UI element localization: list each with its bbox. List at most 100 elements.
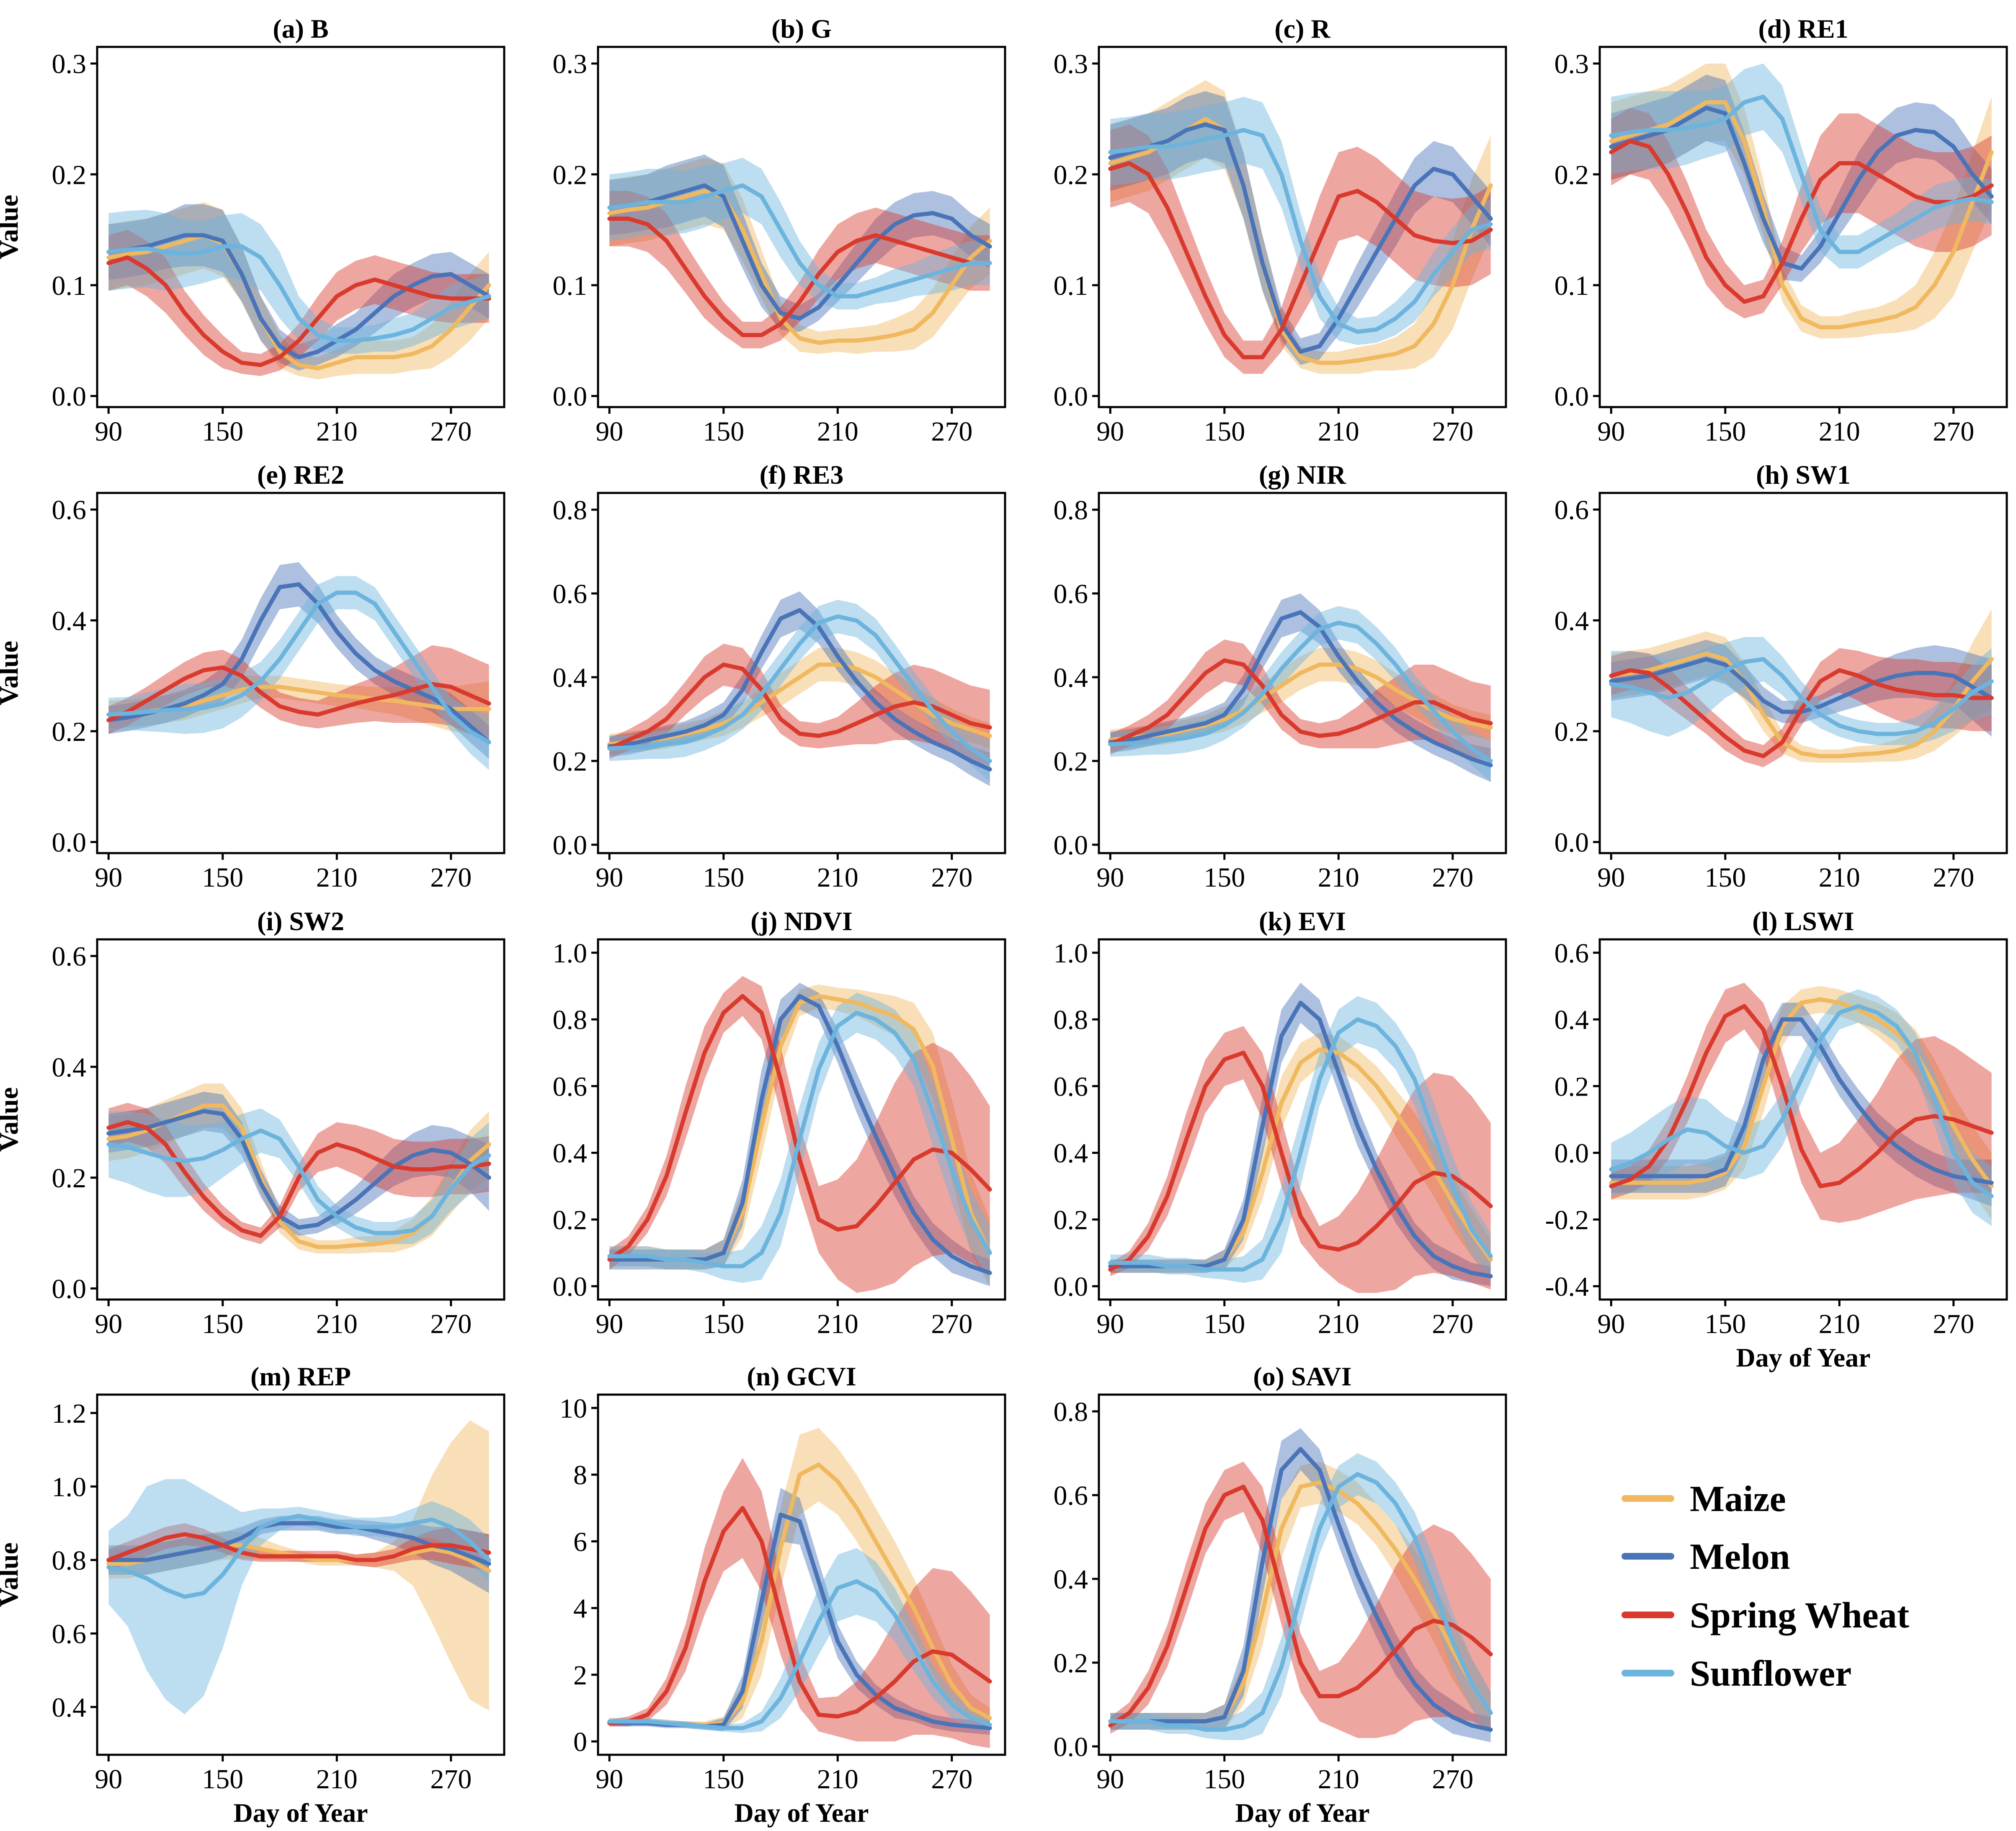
panel-g-nir-line-melon (1108, 610, 1493, 767)
panel-a-b-band-maize (108, 202, 489, 379)
panel-g-nir-title: (g) NIR (1259, 460, 1346, 490)
panel-m-rep-ytick-label: 0.6 (52, 1619, 87, 1649)
panel-i-sw2-xtick-label: 210 (316, 1309, 358, 1339)
panel-h-sw1-line-spring-wheat (1609, 668, 1994, 758)
panel-i-sw2-xtick-label: 150 (202, 1309, 243, 1339)
panel-g-nir-ytick-label: 0.8 (1054, 495, 1088, 526)
panel-k-evi-plot-area (1108, 983, 1493, 1293)
panel-g-nir-xtick-label: 270 (1432, 862, 1473, 893)
panel-o-savi-title: (o) SAVI (1253, 1362, 1351, 1391)
panel-d-re1-ytick-label: 0.3 (1555, 49, 1589, 80)
panel-d-re1-frame (1598, 46, 2008, 408)
panel-h-sw1-band-melon (1611, 640, 1992, 737)
panel-l-lswi-line-spring-wheat (1609, 1004, 1994, 1189)
panel-n-gcvi-xtick-label: 270 (931, 1764, 972, 1795)
panel-a-b-ylabel: Value (0, 195, 23, 259)
panel-d-re1-line-maize (1609, 100, 1994, 330)
panel-h-sw1-title: (h) SW1 (1756, 460, 1851, 490)
panel-j-ndvi-ytick-label: 0.4 (553, 1138, 588, 1169)
panel-a-b-frame (96, 46, 505, 408)
panel-c-r-xtick-label: 210 (1318, 416, 1359, 447)
panel-o-savi-ytick-label: 0.0 (1054, 1732, 1088, 1762)
panel-l-lswi-ytick-label: 0.4 (1555, 1005, 1589, 1035)
panel-l-lswi-ytick-label: 0.2 (1555, 1071, 1589, 1102)
panel-c-r-line-melon (1108, 122, 1493, 354)
panel-m-rep-xtick-label: 150 (202, 1764, 243, 1795)
panel-a-b-ytick-label: 0.2 (52, 160, 87, 190)
panel-o-savi-xtick-label: 270 (1432, 1764, 1473, 1795)
panel-k-evi: (k) EVI 0.0 0.2 0.4 0.6 0.8 1.0 90 150 210 270 (1054, 906, 1507, 1339)
panel-b-g-xtick-label: 150 (703, 416, 744, 447)
panel-k-evi-ytick-label: 0.6 (1054, 1071, 1088, 1102)
panel-l-lswi: (l) LSWI -0.4 -0.2 0.0 0.2 0.4 0.6 90 150 210 270 D… (1545, 906, 2008, 1372)
panel-j-ndvi-xtick-label: 210 (817, 1309, 858, 1339)
panel-d-re1-ytick-label: 0.0 (1555, 382, 1589, 412)
panel-i-sw2-plot-area (106, 1083, 491, 1254)
panel-k-evi-xtick-label: 270 (1432, 1309, 1473, 1339)
panel-f-re3-xtick-label: 270 (931, 862, 972, 893)
panel-e-re2-ytick-label: 0.4 (52, 606, 87, 636)
panel-o-savi-ytick-label: 0.4 (1054, 1564, 1088, 1595)
panel-o-savi-xlabel: Day of Year (1235, 1798, 1369, 1828)
panel-l-lswi-frame (1598, 938, 2008, 1301)
panel-k-evi-band-melon (1110, 983, 1491, 1287)
panel-n-gcvi-ytick-label: 0 (573, 1727, 587, 1757)
panel-l-lswi-xtick-label: 90 (1597, 1309, 1625, 1339)
panel-i-sw2-band-melon (108, 1091, 489, 1236)
legend: Maize Melon Spring Wheat Sunflower (1622, 1479, 1909, 1694)
panel-e-re2: (e) RE2 0.0 0.2 0.4 0.6 90 150 210 270 Value (0, 460, 505, 893)
panel-n-gcvi-xlabel: Day of Year (734, 1798, 869, 1828)
panel-m-rep-line-melon (106, 1521, 491, 1566)
panel-e-re2-xtick-label: 210 (316, 862, 358, 893)
panel-a-b-title: (a) B (273, 14, 328, 44)
panel-o-savi-ytick-label: 0.2 (1054, 1648, 1088, 1679)
panel-g-nir-ytick-label: 0.4 (1054, 663, 1088, 693)
panel-d-re1-xtick-label: 270 (1933, 416, 1974, 447)
panel-k-evi-ytick-label: 0.4 (1054, 1138, 1088, 1169)
panel-b-g-ytick-label: 0.3 (553, 49, 588, 80)
panel-e-re2-line-spring-wheat (106, 665, 491, 722)
panel-d-re1-plot-area (1609, 63, 1994, 338)
panel-g-nir-ytick-label: 0.2 (1054, 746, 1088, 777)
panel-i-sw2-band-spring-wheat (108, 1103, 489, 1244)
panel-d-re1-line-melon (1609, 106, 1994, 271)
panel-f-re3-line-melon (607, 608, 992, 771)
panel-m-rep-band-spring-wheat (108, 1523, 489, 1571)
panel-m-rep-plot-area (106, 1420, 491, 1715)
panel-f-re3-xtick-label: 210 (817, 862, 858, 893)
panel-a-b-xtick-label: 150 (202, 416, 243, 447)
panel-l-lswi-band-spring-wheat (1611, 983, 1992, 1223)
panel-m-rep-band-maize (108, 1420, 489, 1711)
panel-i-sw2-title: (i) SW2 (257, 906, 344, 936)
panel-a-b-xtick-label: 210 (316, 416, 358, 447)
panel-f-re3-ytick-label: 0.0 (553, 830, 588, 861)
panel-k-evi-ytick-label: 0.8 (1054, 1005, 1088, 1035)
panel-b-g-title: (b) G (771, 14, 832, 44)
panel-l-lswi-band-sunflower (1611, 989, 1992, 1226)
panel-c-r-title: (c) R (1274, 14, 1330, 44)
panel-o-savi-plot-area (1108, 1428, 1493, 1742)
panel-k-evi-line-sunflower (1108, 1017, 1493, 1272)
panel-b-g-line-sunflower (607, 183, 992, 299)
panel-n-gcvi-ytick-label: 10 (559, 1393, 587, 1424)
panel-f-re3-line-sunflower (607, 614, 992, 763)
panel-c-r-plot-area (1108, 80, 1493, 374)
panel-j-ndvi-line-sunflower (607, 1011, 992, 1269)
panel-o-savi-ytick-label: 0.8 (1054, 1397, 1088, 1427)
panel-o-savi-xtick-label: 210 (1318, 1764, 1359, 1795)
panel-n-gcvi-line-spring-wheat (607, 1506, 992, 1725)
panel-b-g-frame (597, 46, 1006, 408)
panel-a-b-line-sunflower (106, 244, 491, 343)
panel-e-re2-band-maize (108, 676, 489, 737)
panel-c-r-ytick-label: 0.3 (1054, 49, 1088, 80)
panel-l-lswi-ytick-label: 0.6 (1555, 938, 1589, 969)
panel-i-sw2-ylabel: Value (0, 1087, 23, 1152)
panel-h-sw1-ytick-label: 0.2 (1555, 717, 1589, 747)
panel-f-re3-xtick-label: 90 (596, 862, 623, 893)
panel-h-sw1-plot-area (1609, 609, 1994, 767)
panel-e-re2-band-melon (108, 562, 489, 759)
panel-d-re1-line-sunflower (1609, 95, 1994, 254)
panel-l-lswi-line-sunflower (1609, 1004, 1994, 1199)
panel-k-evi-xtick-label: 90 (1096, 1309, 1124, 1339)
